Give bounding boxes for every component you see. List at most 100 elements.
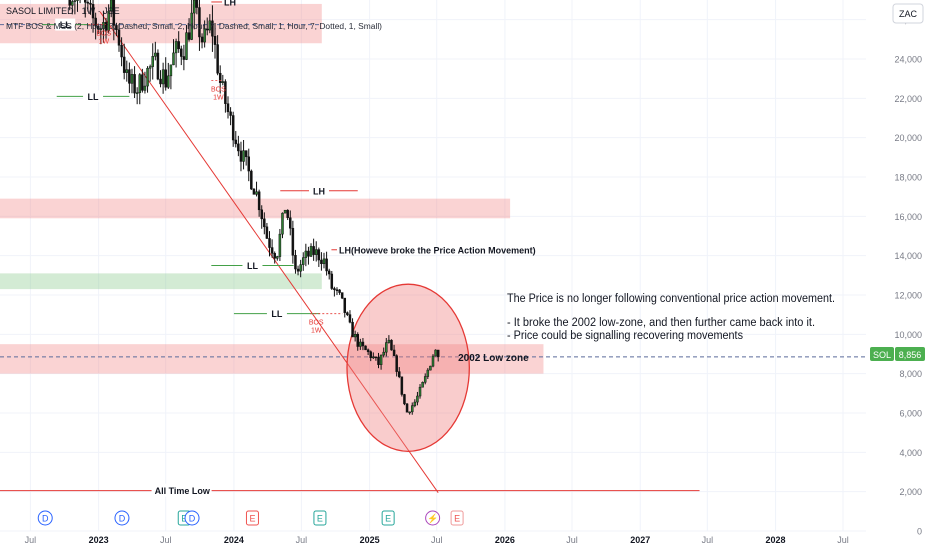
event-marker-earnings[interactable]: E — [313, 510, 327, 526]
candle — [377, 352, 380, 369]
candle-body — [130, 74, 134, 84]
candle — [125, 60, 129, 82]
event-marker-dividend[interactable]: D — [184, 510, 200, 526]
candle-body — [239, 150, 243, 162]
x-axis: Jul 2023 Jul 2024 Jul 2025 Jul 2026 Jul 2027 Jul 20… — [25, 535, 849, 545]
candle-body — [372, 356, 375, 359]
candle-body — [161, 69, 165, 85]
candle — [359, 338, 362, 350]
event-marker-letter: E — [249, 514, 255, 524]
candle — [333, 286, 336, 297]
currency-button[interactable]: ZAC — [892, 3, 924, 24]
candle-body — [71, 1, 74, 6]
candle — [198, 0, 201, 51]
event-marker-shape — [245, 510, 259, 526]
structure-label: LL — [247, 261, 258, 271]
candle — [185, 24, 188, 61]
zone-red — [0, 3, 322, 44]
candle-body — [270, 247, 274, 254]
event-marker-dividend[interactable]: D — [37, 510, 53, 526]
candle-body — [359, 341, 362, 347]
candle-body — [392, 349, 396, 356]
structure-label: LL — [88, 92, 99, 102]
candle — [190, 0, 193, 41]
event-marker-earnings-future[interactable]: E — [450, 510, 464, 526]
candle — [265, 222, 269, 239]
candle-body — [374, 356, 378, 359]
candle — [79, 0, 81, 4]
event-marker-letter: D — [189, 514, 196, 524]
event-marker-dividend[interactable]: D — [114, 510, 130, 526]
candle-body — [247, 156, 251, 172]
candle — [343, 297, 347, 318]
candle-body — [418, 386, 422, 397]
candle — [296, 265, 300, 276]
x-tick-label: Jul — [160, 535, 172, 545]
y-tick-label: 18,000 — [894, 173, 922, 183]
candle — [353, 330, 357, 342]
candle-body — [289, 217, 292, 229]
annotation-line-3: - Price could be signalling recovering m… — [507, 330, 743, 342]
event-marker-earnings[interactable]: E — [381, 510, 395, 526]
currency-label: ZAC — [899, 9, 918, 19]
candle — [314, 241, 318, 262]
y-tick-label: 0 — [917, 527, 922, 537]
bos-timeframe: 1W — [99, 39, 110, 46]
candle-body — [263, 218, 266, 228]
candle-body — [96, 25, 100, 30]
candle — [268, 231, 271, 257]
candle-body — [135, 92, 139, 94]
zones — [0, 3, 544, 374]
event-marker-earnings-neg[interactable]: E — [245, 510, 259, 526]
candle-body — [211, 20, 214, 37]
candle — [205, 17, 209, 36]
event-marker-split[interactable]: ⚡ — [425, 510, 441, 526]
y-tick-label: 14,000 — [894, 251, 922, 261]
candle-body — [182, 56, 186, 60]
candle-body — [265, 226, 269, 239]
candle — [89, 0, 92, 15]
candle-body — [423, 376, 427, 383]
y-tick-label: 10,000 — [894, 330, 922, 340]
candle-body — [205, 28, 209, 31]
event-marker-letter: D — [42, 514, 49, 524]
candle-body — [224, 81, 227, 104]
candle — [161, 62, 165, 94]
candle — [382, 347, 385, 358]
candle — [273, 251, 276, 264]
candle — [387, 335, 391, 344]
candle-body — [320, 259, 323, 265]
candle-body — [268, 238, 271, 248]
structure-label-bg — [266, 307, 287, 320]
candle — [426, 368, 430, 379]
candle — [84, 0, 87, 18]
candle — [260, 205, 263, 229]
candle — [193, 0, 196, 30]
candle — [156, 49, 160, 81]
candle — [348, 310, 352, 324]
event-marker-letter: D — [119, 514, 126, 524]
event-markers[interactable]: D D E D E E E ⚡ E — [37, 510, 464, 526]
structure-marks: LL LL LH LH LH(Howeve broke the Price Action… — [41, 0, 536, 364]
candle — [216, 35, 219, 76]
candle-body — [109, 0, 113, 12]
candle-body — [216, 44, 219, 74]
candle — [270, 239, 274, 258]
candle — [416, 391, 419, 406]
candle-body — [382, 351, 385, 356]
candle-body — [429, 365, 432, 371]
candle — [237, 135, 240, 157]
candle — [167, 62, 170, 89]
x-tick-label: 2024 — [224, 535, 244, 545]
candle — [146, 66, 149, 93]
candle-body — [314, 249, 318, 255]
candle — [211, 5, 214, 52]
candle-body — [413, 401, 417, 406]
candle — [255, 181, 258, 197]
candle — [398, 367, 401, 379]
structure-label-bg — [309, 184, 330, 197]
candle-body — [309, 246, 313, 257]
candle — [138, 73, 142, 105]
